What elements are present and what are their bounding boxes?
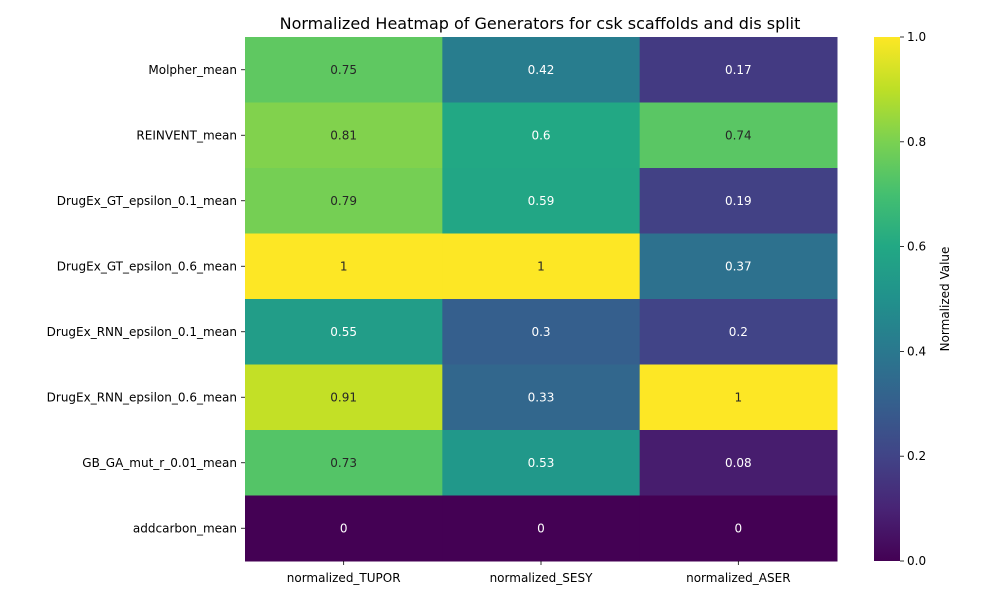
cell-value-label: 0 (537, 521, 545, 535)
heatmap-cell (245, 233, 443, 300)
row-label: DrugEx_GT_epsilon_0.6_mean (57, 259, 237, 273)
colorbar-tick-label: 1.0 (907, 30, 926, 44)
row-label: GB_GA_mut_r_0.01_mean (82, 456, 237, 470)
heatmap-cell (639, 168, 838, 234)
column-labels: normalized_TUPOR normalized_SESY normalize… (287, 561, 791, 585)
heatmap-cell (442, 364, 641, 431)
cell-value-label: 1 (340, 259, 348, 273)
heatmap-cell (639, 102, 838, 169)
colorbar-tick-label: 0.2 (907, 449, 926, 463)
row-label: DrugEx_RNN_epsilon_0.6_mean (47, 390, 237, 404)
heatmap-cell (639, 430, 838, 496)
row-label: DrugEx_RNN_epsilon_0.1_mean (47, 325, 237, 339)
heatmap-cell (245, 495, 443, 562)
heatmap-cell (442, 233, 641, 300)
cell-value-label: 0.3 (531, 325, 550, 339)
heatmap-cell (245, 168, 443, 234)
row-label: addcarbon_mean (133, 521, 237, 535)
cell-value-label: 0.08 (725, 456, 752, 470)
heatmap-cell (442, 168, 641, 234)
column-label: normalized_ASER (686, 571, 790, 585)
colorbar-label: Normalized Value (938, 247, 952, 352)
column-label: normalized_SESY (490, 571, 593, 585)
heatmap-cells: 0.75 0.42 0.17 0.81 0.6 0.74 0.79 0.59 0.19 1 1 0.3… (245, 37, 838, 562)
heatmap-cell (639, 495, 838, 562)
heatmap-cell (245, 364, 443, 431)
row-label: REINVENT_mean (136, 128, 237, 142)
row-label: DrugEx_GT_epsilon_0.1_mean (57, 194, 237, 208)
heatmap-cell (442, 37, 641, 103)
cell-value-label: 0.19 (725, 194, 752, 208)
heatmap-cell (245, 299, 443, 365)
heatmap-cell (245, 102, 443, 169)
cell-value-label: 0.33 (528, 390, 555, 404)
row-label: Molpher_mean (148, 63, 237, 77)
cell-value-label: 0.59 (528, 194, 555, 208)
colorbar-gradient (874, 37, 900, 561)
cell-value-label: 0.42 (528, 63, 555, 77)
row-labels: Molpher_mean REINVENT_mean DrugEx_GT_epsil… (47, 63, 245, 535)
cell-value-label: 0.91 (330, 390, 357, 404)
heatmap-cell (442, 102, 641, 169)
heatmap-cell (245, 37, 443, 103)
cell-value-label: 0 (735, 521, 743, 535)
colorbar: 0.0 0.2 0.4 0.6 0.8 1.0 Normalized Value (874, 30, 952, 568)
colorbar-tick-label: 0.0 (907, 554, 926, 568)
cell-value-label: 0.2 (729, 325, 748, 339)
cell-value-label: 1 (735, 390, 743, 404)
cell-value-label: 0.55 (330, 325, 357, 339)
cell-value-label: 0.53 (528, 456, 555, 470)
cell-value-label: 0.81 (330, 128, 357, 142)
heatmap-cell (639, 364, 838, 431)
heatmap-cell (639, 299, 838, 365)
heatmap-cell (245, 430, 443, 496)
cell-value-label: 0.75 (330, 63, 357, 77)
cell-value-label: 0.37 (725, 259, 752, 273)
colorbar-tick-label: 0.6 (907, 240, 926, 254)
heatmap-cell (442, 430, 641, 496)
cell-value-label: 0.17 (725, 63, 752, 77)
cell-value-label: 0.73 (330, 456, 357, 470)
heatmap-cell (639, 37, 838, 103)
cell-value-label: 0.6 (531, 128, 550, 142)
column-label: normalized_TUPOR (287, 571, 401, 585)
cell-value-label: 0 (340, 521, 348, 535)
heatmap-cell (639, 233, 838, 300)
heatmap-cell (442, 299, 641, 365)
cell-value-label: 0.74 (725, 128, 752, 142)
heatmap-cell (442, 495, 641, 562)
colorbar-tick-label: 0.8 (907, 135, 926, 149)
cell-value-label: 1 (537, 259, 545, 273)
chart-title: Normalized Heatmap of Generators for csk… (280, 14, 801, 33)
colorbar-tick-label: 0.4 (907, 344, 926, 358)
cell-value-label: 0.79 (330, 194, 357, 208)
